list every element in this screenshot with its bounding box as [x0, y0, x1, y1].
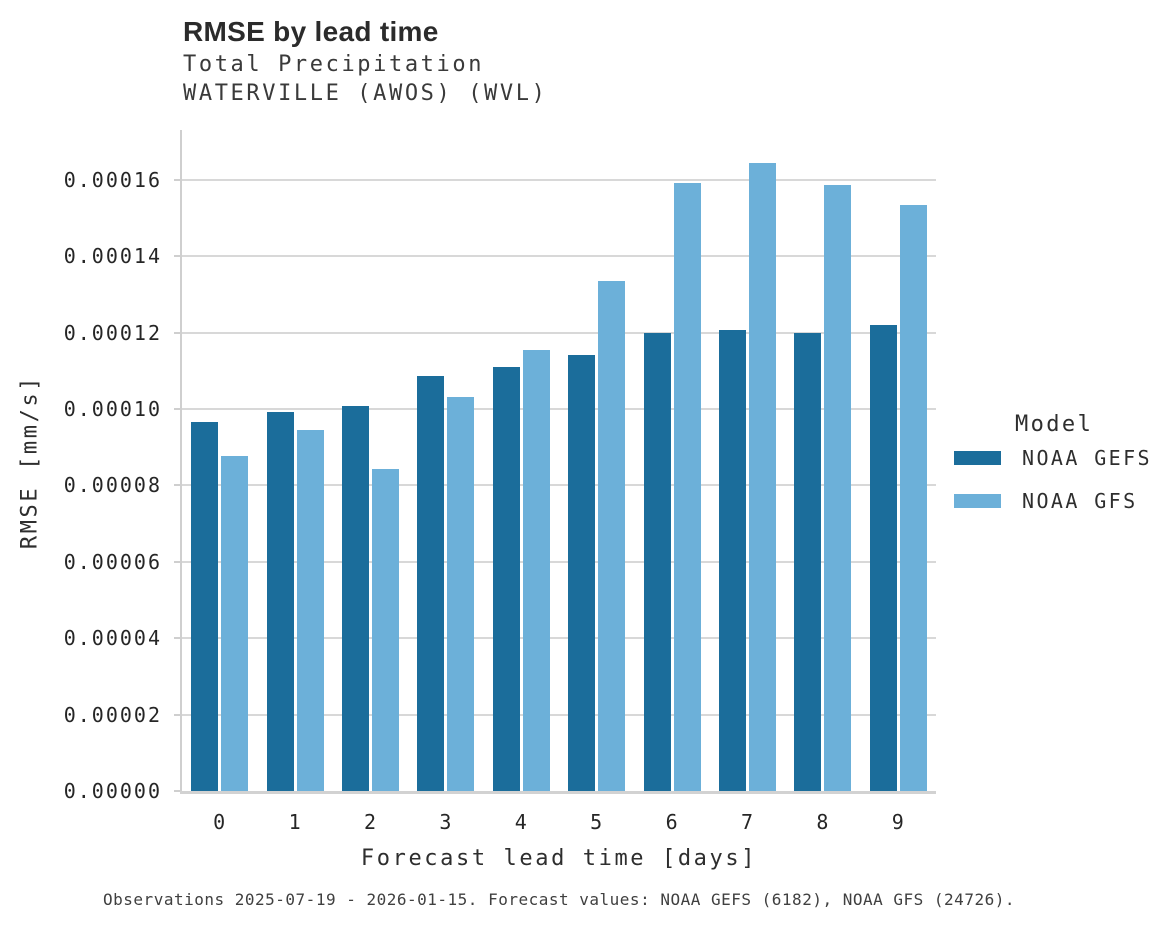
legend-entries: NOAA GEFS NOAA GFS: [954, 446, 1152, 513]
bar-noaa-gfs-day-5: [598, 280, 626, 791]
footer-note: Observations 2025-07-19 - 2026-01-15. Fo…: [103, 890, 1015, 909]
bar-noaa-gfs-day-4: [522, 350, 550, 791]
y-tick-mark: [174, 484, 180, 487]
bar-noaa-gefs-day-8: [794, 332, 822, 791]
gridline-y-0.00016: [182, 178, 936, 181]
y-tick-mark: [174, 255, 180, 258]
gridline-y-0.00006: [182, 560, 936, 563]
x-tick-label-4: 4: [514, 810, 528, 834]
bar-noaa-gefs-day-7: [719, 330, 746, 791]
gridline-y-0.00010: [182, 407, 936, 410]
x-tick-label-1: 1: [288, 810, 302, 834]
bar-noaa-gefs-day-9: [869, 325, 897, 791]
y-axis-spine: [180, 130, 182, 793]
gridline-y-0.00004: [182, 637, 936, 640]
x-tick-label-3: 3: [439, 810, 453, 834]
x-tick-label-5: 5: [590, 810, 604, 834]
y-axis-label: RMSE [mm/s]: [17, 374, 43, 550]
bar-noaa-gefs-day-4: [492, 366, 520, 791]
bar-noaa-gefs-day-5: [568, 354, 596, 791]
chart-subtitle-station: WATERVILLE (AWOS) (WVL): [183, 81, 548, 106]
y-tick-label: 0.00000: [63, 779, 162, 803]
bar-noaa-gfs-day-8: [824, 185, 852, 791]
y-tick-mark: [174, 407, 180, 410]
y-tick-mark: [174, 790, 180, 792]
chart-title: RMSE by lead time: [183, 16, 439, 47]
y-tick-label: 0.00012: [63, 320, 162, 345]
y-tick-label: 0.00004: [63, 626, 162, 651]
y-tick-label: 0.00008: [63, 473, 162, 498]
legend-swatch-icon: [954, 494, 1001, 508]
legend-swatch-icon: [954, 451, 1001, 465]
y-tick-label: 0.00016: [63, 167, 162, 192]
x-tick-label-2: 2: [363, 810, 378, 834]
bar-noaa-gefs-day-1: [266, 411, 294, 791]
legend-label: NOAA GEFS: [1022, 446, 1152, 470]
x-tick-label-9: 9: [891, 810, 905, 834]
bar-noaa-gefs-day-0: [191, 422, 219, 791]
x-axis-spine: [180, 791, 936, 794]
x-tick-label-6: 6: [665, 810, 679, 834]
gridline-y-0.00014: [182, 255, 936, 258]
bar-noaa-gfs-day-2: [372, 468, 399, 791]
bar-noaa-gfs-day-6: [673, 182, 701, 791]
legend-entry-noaa-gfs: NOAA GFS: [954, 489, 1152, 513]
legend-title: Model: [1015, 412, 1094, 437]
x-tick-label-7: 7: [740, 810, 755, 834]
bar-noaa-gefs-day-2: [342, 406, 369, 791]
bar-noaa-gfs-day-7: [749, 163, 776, 791]
bar-noaa-gfs-day-0: [221, 455, 249, 791]
y-tick-mark: [174, 331, 180, 334]
gridline-y-0.00008: [182, 484, 936, 487]
y-tick-label: 0.00002: [63, 702, 162, 727]
x-axis-label: Forecast lead time [days]: [360, 846, 758, 871]
legend-label: NOAA GFS: [1022, 489, 1138, 513]
y-tick-mark: [174, 178, 180, 181]
plot-area: [174, 130, 936, 794]
legend-entry-noaa-gefs: NOAA GEFS: [954, 446, 1152, 470]
bar-noaa-gefs-day-6: [643, 332, 671, 791]
y-tick-label: 0.00010: [63, 396, 162, 421]
x-tick-label-0: 0: [213, 810, 227, 834]
y-tick-label: 0.00014: [63, 244, 162, 269]
gridline-y-0.00012: [182, 331, 936, 334]
bar-noaa-gfs-day-3: [447, 396, 475, 791]
bar-noaa-gefs-day-3: [417, 376, 445, 791]
legend: Model NOAA GEFS NOAA GFS: [954, 412, 1152, 532]
y-tick-mark: [174, 560, 180, 563]
chart-subtitle-variable: Total Precipitation: [183, 52, 485, 77]
bar-noaa-gfs-day-1: [296, 429, 324, 791]
gridline-y-0.00002: [182, 713, 936, 716]
x-tick-label-8: 8: [816, 810, 830, 834]
bar-noaa-gfs-day-9: [899, 204, 927, 791]
y-tick-label: 0.00006: [63, 549, 162, 574]
y-tick-mark: [174, 713, 180, 716]
y-tick-mark: [174, 637, 180, 640]
